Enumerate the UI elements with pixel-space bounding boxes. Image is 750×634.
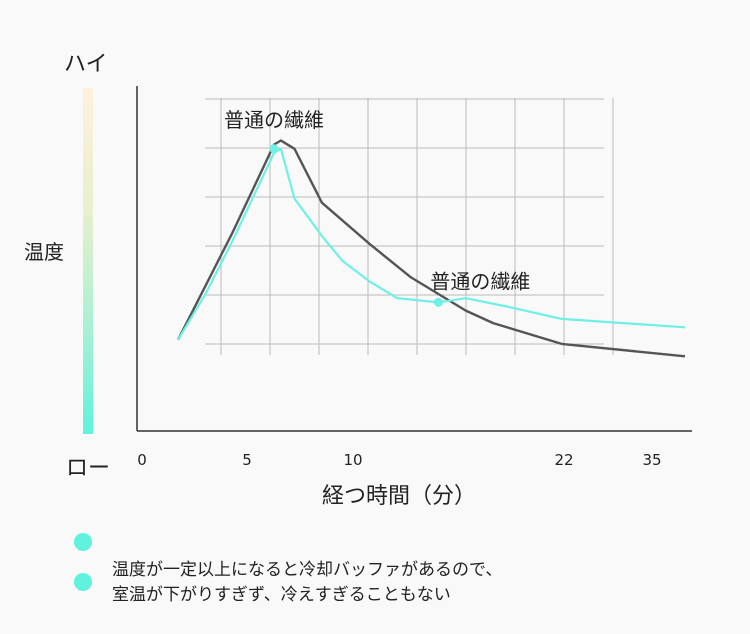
temperature-gradient-bar	[83, 88, 93, 434]
annotation-marker	[269, 144, 279, 154]
series-line-2	[177, 147, 686, 341]
chart-grid	[205, 98, 614, 355]
bullet-icon	[74, 533, 92, 551]
x-tick-label: 22	[554, 451, 573, 469]
scale-high-label: ハイ	[64, 52, 108, 77]
x-tick-label: 0	[137, 451, 147, 469]
note-line-2: 室温が下がりすぎず、冷えすぎることもない	[112, 585, 451, 605]
x-tick-label: 5	[242, 451, 252, 469]
annotation-label: 普通の繊維	[224, 108, 324, 132]
scale-low-label: ロー	[66, 456, 111, 481]
temperature-label: 温度	[24, 240, 64, 264]
annotation-marker	[433, 297, 443, 307]
series-line-1	[177, 139, 686, 358]
x-axis-label: 経つ時間（分）	[322, 484, 477, 509]
annotation-label: 普通の繊維	[430, 269, 530, 293]
bullet-icon	[74, 573, 92, 591]
note-line-1: 温度が一定以上になると冷却バッファがあるので、	[112, 560, 503, 580]
x-tick-label: 35	[642, 451, 661, 469]
x-tick-label: 10	[343, 451, 362, 469]
